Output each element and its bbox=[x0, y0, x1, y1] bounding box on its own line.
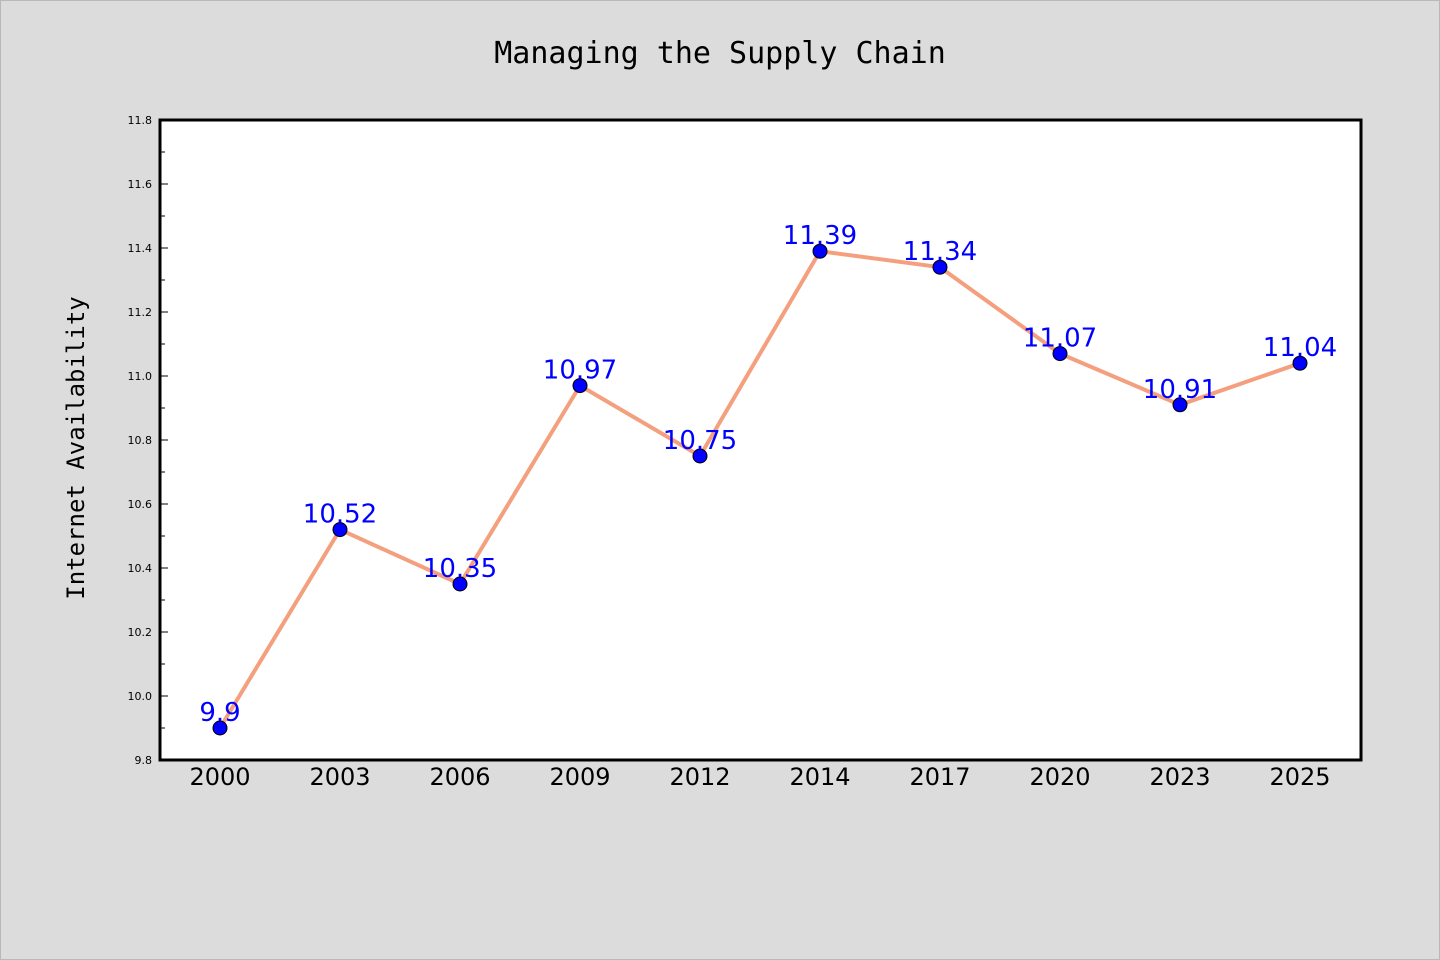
x-tick-label: 2020 bbox=[1029, 763, 1090, 791]
data-label: 10.97 bbox=[543, 356, 617, 386]
data-point-marker bbox=[212, 720, 228, 736]
data-label: 10.75 bbox=[663, 426, 737, 456]
y-tick-label: 11.4 bbox=[128, 242, 153, 255]
data-label: 10.52 bbox=[303, 500, 377, 530]
data-point-marker bbox=[812, 243, 828, 259]
y-tick-label: 11.0 bbox=[128, 370, 153, 383]
y-tick-label: 10.0 bbox=[128, 690, 153, 703]
data-label: 11.34 bbox=[903, 237, 977, 267]
data-point-marker bbox=[572, 378, 588, 394]
y-tick-label: 11.8 bbox=[128, 114, 153, 127]
data-point-marker bbox=[1292, 355, 1308, 371]
x-tick-label: 2009 bbox=[549, 763, 610, 791]
plot-area bbox=[160, 120, 1361, 760]
y-axis-label: Internet Availability bbox=[62, 296, 90, 599]
axis-ticks: 9.8 10.0 10.2 10.4 10.6 10.8 11.0 11.2 11.4 11.6 1… bbox=[128, 114, 1331, 791]
data-point-marker bbox=[1172, 397, 1188, 413]
data-point-marker bbox=[1052, 346, 1068, 362]
y-tick-label: 9.8 bbox=[135, 754, 153, 767]
y-tick-label: 11.6 bbox=[128, 178, 153, 191]
y-tick-label: 10.4 bbox=[128, 562, 153, 575]
x-tick-label: 2014 bbox=[789, 763, 850, 791]
y-tick-label: 11.2 bbox=[128, 306, 153, 319]
data-label: 10.91 bbox=[1143, 375, 1217, 405]
data-point-marker bbox=[452, 576, 468, 592]
x-tick-label: 2025 bbox=[1269, 763, 1330, 791]
series-line-group bbox=[212, 243, 1308, 736]
data-label: 11.04 bbox=[1263, 333, 1337, 363]
x-tick-label: 2023 bbox=[1149, 763, 1210, 791]
x-tick-label: 2017 bbox=[909, 763, 970, 791]
data-label: 11.07 bbox=[1023, 324, 1097, 354]
x-tick-label: 2012 bbox=[669, 763, 730, 791]
data-label: 10.35 bbox=[423, 554, 497, 584]
data-label: 9.9 bbox=[199, 698, 240, 728]
data-labels-group: 9.9 10.52 10.35 10.97 10.75 11.39 11.34 11.07 10… bbox=[199, 221, 1337, 728]
chart-title: Managing the Supply Chain bbox=[494, 36, 946, 71]
y-tick-label: 10.2 bbox=[128, 626, 153, 639]
y-tick-label: 10.8 bbox=[128, 434, 153, 447]
data-point-marker bbox=[692, 448, 708, 464]
plot-border bbox=[158, 118, 1363, 762]
x-tick-label: 2003 bbox=[309, 763, 370, 791]
data-point-marker bbox=[332, 522, 348, 538]
data-label: 11.39 bbox=[783, 221, 857, 251]
x-tick-label: 2006 bbox=[429, 763, 490, 791]
x-tick-label: 2000 bbox=[189, 763, 250, 791]
y-tick-label: 10.6 bbox=[128, 498, 153, 511]
series-line bbox=[218, 249, 1302, 730]
data-point-marker bbox=[932, 259, 948, 275]
